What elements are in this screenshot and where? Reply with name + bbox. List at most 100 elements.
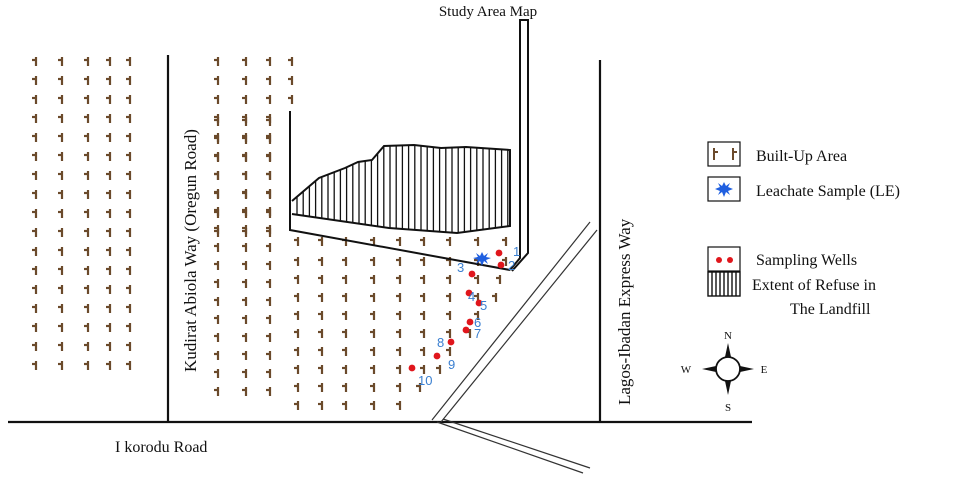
compass-rose-icon: N S W E (681, 330, 768, 414)
built-up-symbol (436, 365, 442, 374)
built-up-symbol (126, 114, 132, 123)
built-up-symbol (266, 171, 272, 180)
built-up-symbol (288, 57, 294, 66)
built-up-symbol (242, 135, 248, 144)
built-up-symbol (106, 228, 112, 237)
built-up-symbol (126, 361, 132, 370)
kudirat-road-label: Kudirat Abiola Way (Oregun Road) (181, 129, 200, 372)
built-up-symbol (266, 207, 272, 216)
built-up-symbol (214, 261, 220, 270)
built-up-symbol (266, 95, 272, 104)
landfill-boundary (289, 19, 529, 272)
built-up-symbol (84, 171, 90, 180)
built-up-symbol (214, 207, 220, 216)
built-up-symbol (84, 114, 90, 123)
sampling-well-label: 6 (474, 315, 481, 330)
built-up-symbol (32, 266, 38, 275)
built-up-symbol (370, 311, 376, 320)
compass-w: W (681, 364, 692, 376)
leachate-icon (715, 182, 733, 197)
sampling-well-dot (465, 289, 473, 297)
sampling-well-dot (495, 249, 503, 257)
built-up-symbol (342, 383, 348, 392)
built-up-symbol (420, 237, 426, 246)
built-up-symbol (106, 57, 112, 66)
built-up-symbol (32, 247, 38, 256)
built-up-symbol (342, 347, 348, 356)
built-up-symbol (446, 329, 452, 338)
sampling-well-dot (475, 299, 483, 307)
built-up-symbol (242, 95, 248, 104)
built-up-symbol (84, 133, 90, 142)
built-up-symbol (58, 342, 64, 351)
built-up-symbol (126, 323, 132, 332)
built-up-symbol (396, 401, 402, 410)
built-up-symbol (396, 237, 402, 246)
built-up-symbol (342, 293, 348, 302)
built-up-symbol (106, 152, 112, 161)
built-up-symbol (242, 315, 248, 324)
legend-refuse-hatch (707, 271, 741, 297)
built-up-symbol (294, 293, 300, 302)
built-up-symbol (84, 95, 90, 104)
built-up-area-symbols (32, 57, 508, 410)
built-up-symbol (32, 209, 38, 218)
built-up-symbol (242, 297, 248, 306)
built-up-symbol (106, 266, 112, 275)
built-up-symbol (492, 293, 498, 302)
built-up-symbol (84, 266, 90, 275)
built-up-symbol (266, 351, 272, 360)
built-up-symbol (266, 189, 272, 198)
built-up-symbol (370, 365, 376, 374)
built-up-symbol (214, 189, 220, 198)
built-up-symbol (370, 347, 376, 356)
built-up-symbol (242, 117, 248, 126)
built-up-symbol (266, 135, 272, 144)
sampling-well-label: 9 (448, 357, 455, 372)
built-up-symbol (242, 207, 248, 216)
built-up-symbol (266, 57, 272, 66)
legend-refuse-label-1: Extent of Refuse in (752, 277, 876, 294)
built-up-symbol (84, 209, 90, 218)
built-up-symbol (342, 329, 348, 338)
built-up-symbol (32, 228, 38, 237)
built-up-symbol (342, 401, 348, 410)
built-up-symbol (294, 311, 300, 320)
built-up-symbol (32, 304, 38, 313)
sampling-well-label: 3 (457, 260, 464, 275)
built-up-symbol (318, 383, 324, 392)
built-up-symbol (214, 333, 220, 342)
built-up-symbol (32, 95, 38, 104)
built-up-symbol (126, 342, 132, 351)
built-up-symbol (396, 365, 402, 374)
built-up-symbol (126, 190, 132, 199)
built-up-symbol (474, 311, 480, 320)
built-up-symbol (420, 329, 426, 338)
built-up-symbol (266, 297, 272, 306)
built-up-symbol (242, 333, 248, 342)
legend-leachate-label: Leachate Sample (LE) (756, 183, 900, 200)
built-up-symbol (32, 190, 38, 199)
built-up-symbol (318, 275, 324, 284)
built-up-symbol (126, 57, 132, 66)
built-up-symbol (266, 76, 272, 85)
built-up-symbol (496, 275, 502, 284)
built-up-symbol (32, 323, 38, 332)
built-up-symbol (58, 228, 64, 237)
legend-built-up-symbol (707, 141, 741, 167)
built-up-symbol (242, 153, 248, 162)
built-up-symbol (420, 347, 426, 356)
built-up-symbol (58, 133, 64, 142)
built-up-symbol (266, 225, 272, 234)
built-up-symbol (446, 275, 452, 284)
built-up-symbol (32, 57, 38, 66)
refuse-extent-hatch (291, 143, 511, 235)
built-up-symbol (370, 329, 376, 338)
built-up-symbol (214, 57, 220, 66)
sampling-well-dot (468, 270, 476, 278)
built-up-symbol (266, 369, 272, 378)
built-up-symbol (342, 275, 348, 284)
built-up-symbol (126, 304, 132, 313)
built-up-symbol (32, 76, 38, 85)
